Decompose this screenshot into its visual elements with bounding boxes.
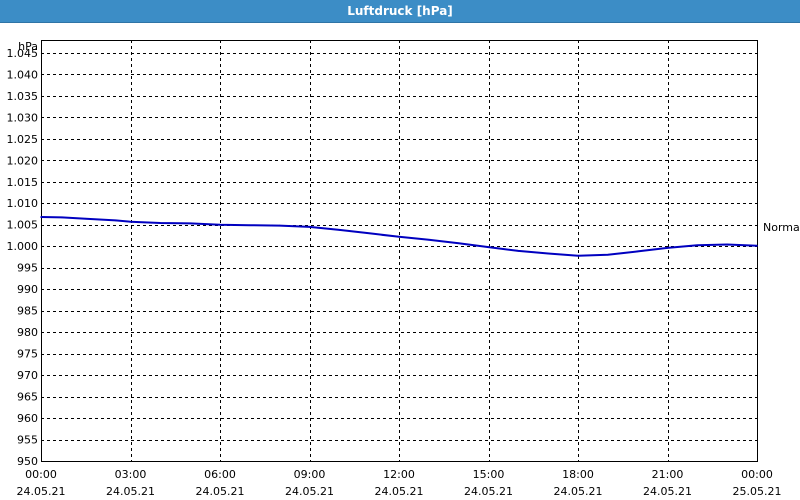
y-tick-label: 970 — [17, 369, 38, 382]
data-point — [189, 222, 191, 225]
series-line — [40, 216, 758, 257]
x-tick-date-label: 24.05.21 — [464, 485, 513, 498]
data-point — [487, 246, 490, 248]
data-point — [219, 223, 221, 226]
x-tick-date-label: 24.05.21 — [375, 485, 424, 498]
data-point — [368, 232, 371, 235]
y-tick-label: 1.040 — [7, 68, 39, 81]
y-tick-label: 1.005 — [7, 219, 39, 232]
data-point — [398, 236, 400, 238]
data-point — [607, 254, 609, 256]
y-tick-label: 960 — [17, 412, 38, 425]
x-tick-date-label: 24.05.21 — [554, 485, 603, 498]
data-point — [114, 219, 117, 222]
data-point — [696, 244, 699, 247]
y-tick-label: 1.010 — [7, 197, 39, 210]
data-point — [756, 245, 758, 247]
data-point — [278, 224, 281, 227]
y-tick-label: 1.045 — [7, 47, 39, 60]
data-point — [61, 216, 63, 219]
reference-line-label: Normal — [763, 221, 800, 234]
data-point — [547, 252, 549, 255]
y-tick-label: 980 — [17, 326, 38, 339]
y-tick-label: 985 — [17, 305, 38, 318]
y-tick-label: 965 — [17, 391, 38, 404]
x-tick-time-label: 21:00 — [652, 468, 684, 481]
y-tick-label: 995 — [17, 262, 38, 275]
x-tick-date-label: 24.05.21 — [106, 485, 155, 498]
data-point — [85, 217, 87, 220]
x-tick-time-label: 18:00 — [562, 468, 594, 481]
data-point — [308, 226, 311, 228]
y-tick-label: 1.030 — [7, 111, 39, 124]
x-tick-time-label: 15:00 — [473, 468, 505, 481]
data-point — [636, 250, 639, 253]
x-tick-time-label: 09:00 — [294, 468, 326, 481]
data-point — [428, 239, 430, 241]
y-tick-label: 975 — [17, 348, 38, 361]
data-point — [159, 222, 162, 224]
y-tick-label: 1.000 — [7, 240, 39, 253]
data-point — [726, 243, 728, 246]
x-tick-date-label: 24.05.21 — [643, 485, 692, 498]
y-tick-label: 1.020 — [7, 154, 39, 167]
x-tick-time-label: 06:00 — [204, 468, 236, 481]
y-tick-label: 955 — [17, 434, 38, 447]
data-point — [517, 250, 520, 252]
data-point — [338, 229, 341, 231]
x-tick-date-label: 24.05.21 — [196, 485, 245, 498]
data-point — [666, 247, 669, 249]
x-tick-time-label: 00:00 — [741, 468, 773, 481]
data-point — [129, 220, 132, 223]
y-axis-label: hPa — [18, 40, 38, 53]
x-tick-date-label: 25.05.21 — [733, 485, 782, 498]
y-tick-label: 990 — [17, 283, 38, 296]
data-point — [577, 254, 579, 257]
data-point — [249, 224, 251, 226]
window-title: Luftdruck [hPa] — [347, 4, 453, 18]
x-tick-date-label: 24.05.21 — [17, 485, 66, 498]
x-tick-time-label: 00:00 — [25, 468, 57, 481]
y-tick-label: 1.035 — [7, 90, 39, 103]
data-point — [40, 216, 42, 218]
y-tick-label: 950 — [17, 455, 38, 468]
y-tick-label: 1.025 — [7, 133, 39, 146]
x-tick-date-label: 24.05.21 — [285, 485, 334, 498]
y-tick-label: 1.015 — [7, 176, 39, 189]
plot-frame — [41, 40, 758, 462]
x-tick-time-label: 12:00 — [383, 468, 415, 481]
x-tick-time-label: 03:00 — [115, 468, 147, 481]
data-point — [457, 242, 460, 244]
title-bar: Luftdruck [hPa] — [0, 0, 800, 23]
